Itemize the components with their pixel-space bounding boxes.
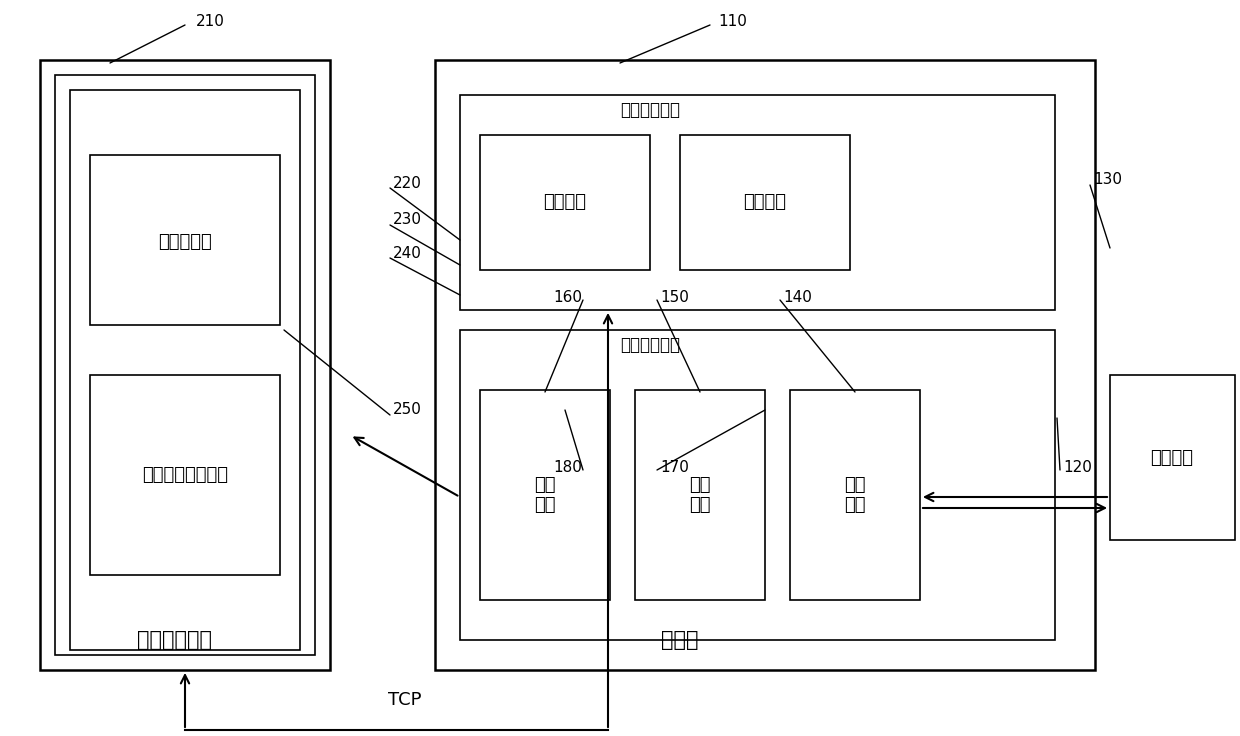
Text: 170: 170: [660, 459, 689, 475]
Text: 240: 240: [393, 246, 422, 261]
Bar: [460, 330, 1055, 640]
Text: 重定位服务: 重定位服务: [159, 233, 212, 251]
Bar: [790, 390, 920, 600]
Text: 180: 180: [553, 459, 582, 475]
Text: 重定向客户端: 重定向客户端: [620, 336, 680, 354]
Text: 140: 140: [782, 289, 812, 305]
Text: 150: 150: [660, 289, 689, 305]
Bar: [635, 390, 765, 600]
Bar: [69, 90, 300, 650]
Text: 采集
模块: 采集 模块: [844, 475, 866, 514]
Text: 播放模块: 播放模块: [543, 193, 587, 211]
Text: 160: 160: [553, 289, 582, 305]
Bar: [435, 60, 1095, 670]
Bar: [91, 155, 280, 325]
Bar: [91, 375, 280, 575]
Text: 110: 110: [718, 15, 746, 29]
Bar: [1110, 375, 1235, 540]
Bar: [460, 95, 1055, 310]
Text: 120: 120: [1063, 459, 1092, 475]
Text: 云终端: 云终端: [661, 630, 699, 650]
Text: 130: 130: [1092, 172, 1122, 188]
Bar: [40, 60, 330, 670]
Text: 接收模块: 接收模块: [744, 193, 786, 211]
Text: 230: 230: [393, 213, 422, 227]
Text: 封包
模块: 封包 模块: [534, 475, 556, 514]
Bar: [480, 390, 610, 600]
Bar: [55, 75, 315, 655]
Text: 云桌面客户端: 云桌面客户端: [620, 101, 680, 119]
Text: 250: 250: [393, 403, 422, 417]
Text: 视频设备应用程序: 视频设备应用程序: [143, 466, 228, 484]
Bar: [480, 135, 650, 270]
Text: 云桌面服务器: 云桌面服务器: [138, 630, 212, 650]
Text: 210: 210: [196, 15, 224, 29]
Text: 编码
模块: 编码 模块: [689, 475, 711, 514]
Text: TCP: TCP: [388, 691, 422, 709]
Text: 220: 220: [393, 175, 422, 191]
Bar: [680, 135, 849, 270]
Text: 视频设备: 视频设备: [1151, 449, 1193, 467]
